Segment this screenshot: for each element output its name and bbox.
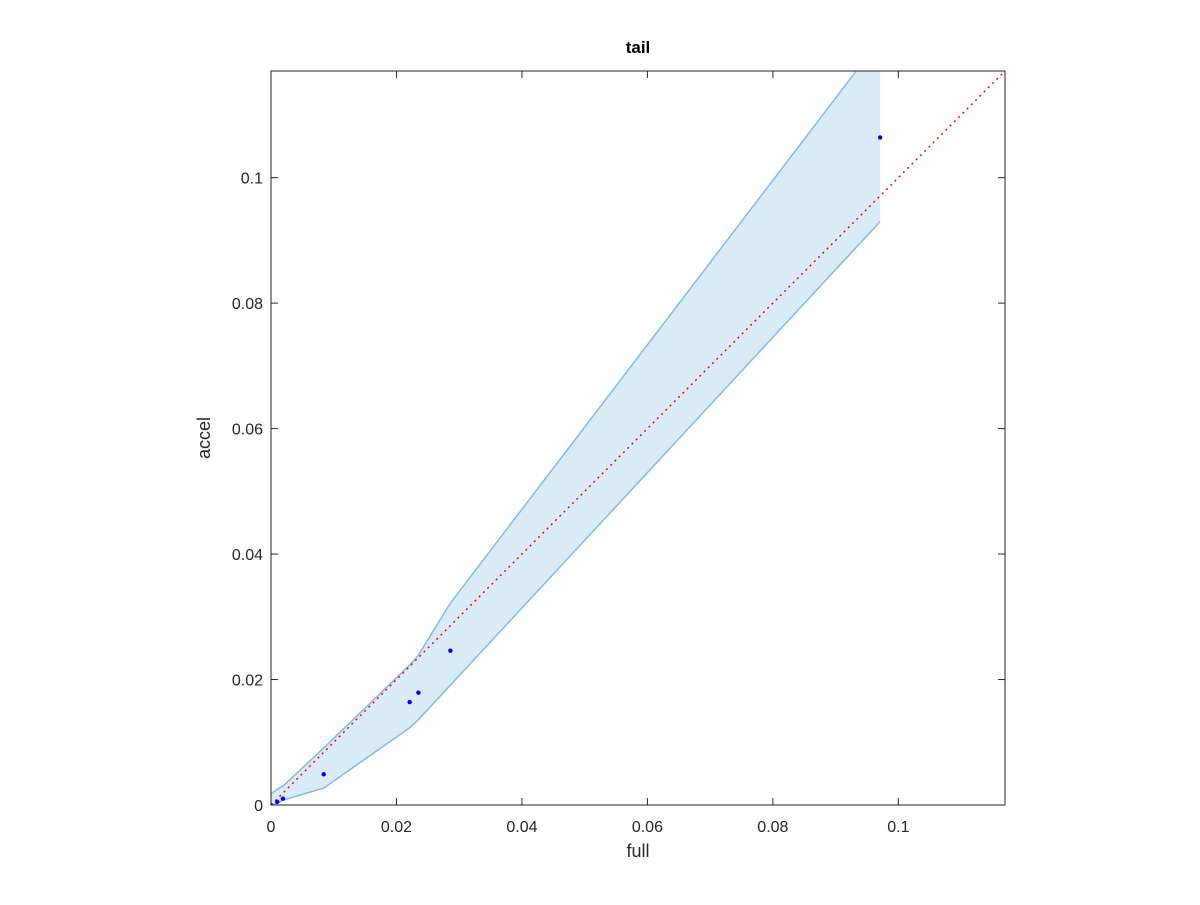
chart-title: tail (626, 38, 651, 57)
axes-box (270, 70, 1006, 806)
plot-area (271, 71, 1005, 805)
data-point (321, 772, 326, 777)
y-axis-label: accel (194, 417, 214, 459)
data-point (448, 648, 453, 653)
x-axis-label: full (626, 841, 649, 861)
y-tick-label: 0.02 (232, 673, 263, 690)
data-point (280, 796, 286, 801)
y-tick-label: 0.1 (241, 171, 263, 188)
band-upper-edge (271, 71, 858, 795)
x-tick-label: 0.08 (757, 819, 788, 836)
x-tick-label: 0.04 (506, 819, 537, 836)
y-tick-label: 0.04 (232, 547, 263, 564)
axes: 0 0.02 0.04 0.06 0.08 0.1 0 0.02 0.04 0.06 0.08 0.1 (232, 70, 1006, 836)
x-tick-label: 0.06 (632, 819, 663, 836)
data-point (416, 690, 421, 695)
data-point (271, 802, 274, 805)
x-tick-label: 0.02 (381, 819, 412, 836)
data-point (407, 699, 412, 705)
y-tick-label: 0.08 (232, 296, 263, 313)
y-tick-label: 0.06 (232, 422, 263, 439)
data-point (275, 799, 280, 805)
data-point (877, 135, 883, 140)
x-tick-label: 0.1 (887, 819, 909, 836)
confidence-band (271, 71, 881, 805)
x-tick-label: 0 (267, 819, 276, 836)
y-tick-label: 0 (254, 798, 263, 815)
reference-line (271, 71, 1005, 805)
